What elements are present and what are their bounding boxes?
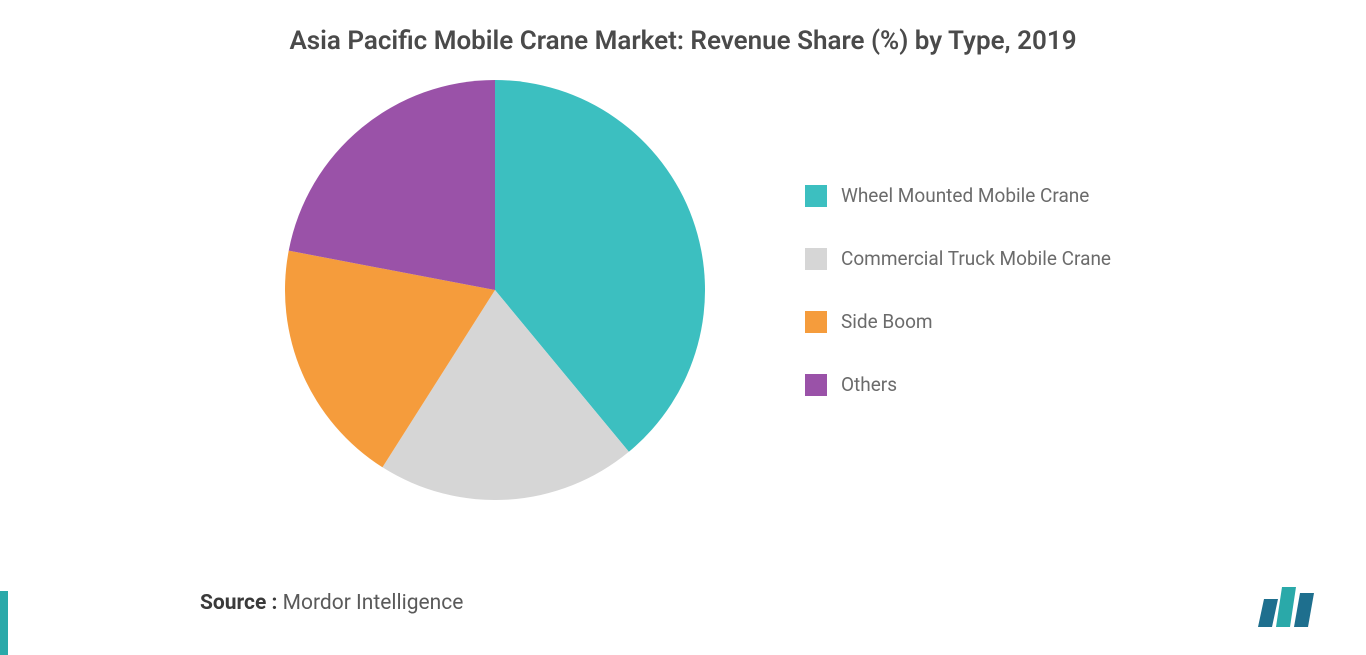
accent-bar <box>0 591 8 655</box>
chart-area: Wheel Mounted Mobile Crane Commercial Tru… <box>80 80 1326 500</box>
legend-label: Wheel Mounted Mobile Crane <box>841 184 1089 207</box>
pie-chart-wrapper <box>285 80 705 500</box>
legend-item: Commercial Truck Mobile Crane <box>805 247 1111 270</box>
mordor-logo-icon <box>1258 587 1318 627</box>
source-value: Mordor Intelligence <box>277 591 463 615</box>
legend-swatch <box>805 311 827 333</box>
logo-bar <box>1258 599 1278 627</box>
legend-label: Side Boom <box>841 310 933 333</box>
legend-item: Others <box>805 373 1111 396</box>
pie-chart <box>285 80 705 500</box>
source-line: Source : Mordor Intelligence <box>200 591 463 615</box>
legend-label: Others <box>841 373 897 396</box>
chart-container: Asia Pacific Mobile Crane Market: Revenu… <box>0 0 1366 655</box>
legend-swatch <box>805 248 827 270</box>
source-label: Source : <box>200 591 277 615</box>
legend: Wheel Mounted Mobile Crane Commercial Tru… <box>805 184 1111 396</box>
legend-item: Wheel Mounted Mobile Crane <box>805 184 1111 207</box>
legend-item: Side Boom <box>805 310 1111 333</box>
logo-bar <box>1294 593 1314 627</box>
logo-bar <box>1276 587 1296 627</box>
legend-swatch <box>805 185 827 207</box>
legend-label: Commercial Truck Mobile Crane <box>841 247 1111 270</box>
legend-swatch <box>805 374 827 396</box>
chart-title: Asia Pacific Mobile Crane Market: Revenu… <box>40 26 1326 56</box>
